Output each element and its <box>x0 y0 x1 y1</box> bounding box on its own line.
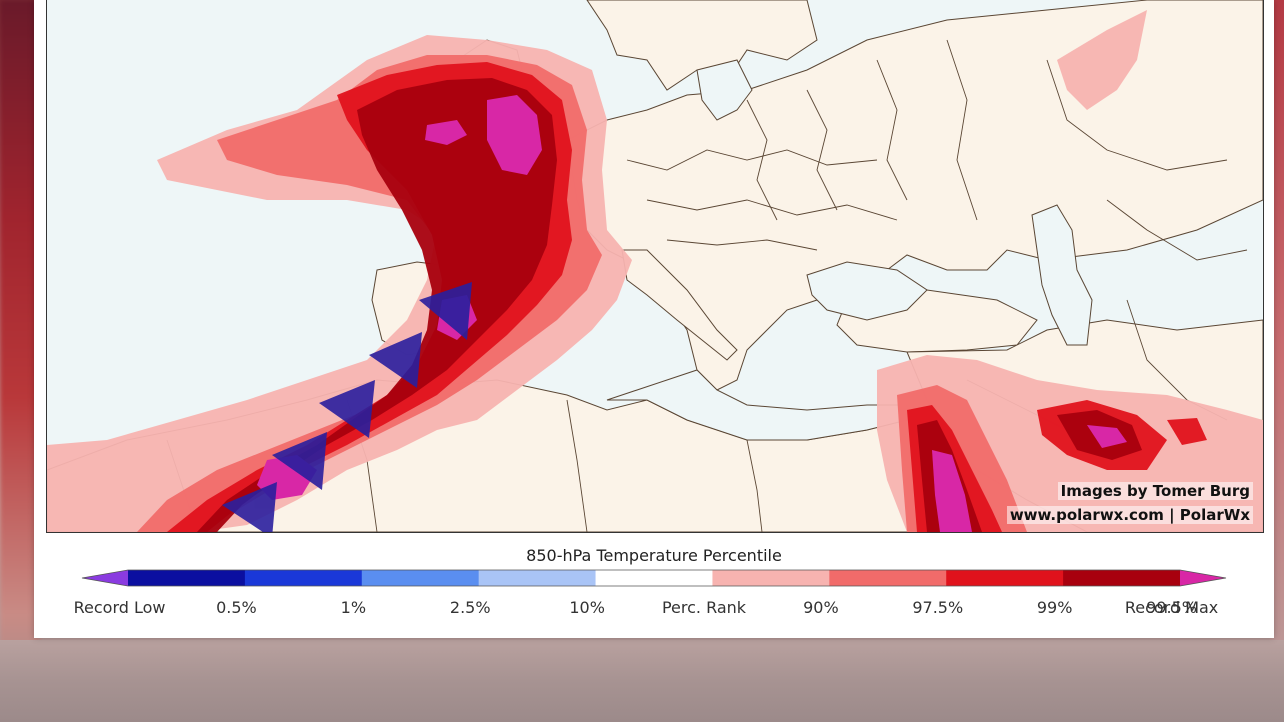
baltic-sea <box>696 59 753 121</box>
band-99-5 <box>197 78 557 532</box>
front-triangle-1 <box>419 282 472 340</box>
band-99-gulf <box>1167 418 1207 445</box>
map-frame: Images by Tomer Burg www.polarwx.com | P… <box>46 0 1264 533</box>
map-panel: Images by Tomer Burg www.polarwx.com | P… <box>34 0 1274 638</box>
colorbar-segment <box>1063 570 1181 586</box>
colorbar-label: 90% <box>803 598 839 617</box>
background-left-blur <box>0 0 40 722</box>
record-max-iran <box>1087 425 1127 448</box>
cold-front <box>222 282 472 532</box>
colorbar-segment-record-low <box>82 570 128 586</box>
record-max-arabia <box>932 450 972 532</box>
colorbar-segment <box>128 570 246 586</box>
front-triangle-3 <box>319 380 375 438</box>
band-90-northeast <box>1057 10 1147 110</box>
background-bottom-blur <box>0 640 1284 722</box>
colorbar-label: 2.5% <box>449 598 491 617</box>
colorbar-label: 97.5% <box>912 598 964 617</box>
front-triangle-2 <box>369 332 422 388</box>
front-triangle-4 <box>272 432 327 490</box>
colorbar-segment <box>712 570 830 586</box>
colorbar-title: 850-hPa Temperature Percentile <box>526 546 782 565</box>
colorbar-segment <box>946 570 1064 586</box>
caspian-sea <box>1031 204 1093 346</box>
colorbar-segment <box>244 570 363 586</box>
colorbar-labels: Record Low 0.5% 1% 2.5% 10% Perc. Rank 90% 97.5… <box>34 598 1274 622</box>
front-triangle-5 <box>222 482 277 532</box>
colorbar-segment <box>595 570 713 586</box>
colorbar-label: Record Low <box>73 598 166 617</box>
colorbar-outline <box>81 569 1227 587</box>
colorbar-label: 99.5% <box>1146 598 1197 617</box>
inland-seas <box>606 59 1093 441</box>
colorbar-label: 10% <box>569 598 605 617</box>
land-italy <box>621 249 738 361</box>
colorbar-label: 99% <box>1036 598 1073 617</box>
colorbar-label: 0.5% <box>216 598 257 617</box>
colorbar-segment <box>829 570 947 586</box>
colorbar-label: Perc. Rank <box>661 598 747 617</box>
colorbar-label: Record Max <box>1124 598 1219 617</box>
record-max-britain <box>487 95 542 175</box>
colorbar-segment <box>478 570 597 586</box>
temperature-percentile-map <box>47 0 1263 532</box>
colorbar-segment-record-max <box>1180 570 1226 586</box>
map-credit-author: Images by Tomer Burg <box>1057 482 1253 500</box>
map-credit-website: www.polarwx.com | PolarWx <box>1006 506 1253 524</box>
colorbar <box>81 569 1227 587</box>
record-max-france <box>425 120 467 145</box>
colorbar-segment <box>361 570 480 586</box>
colorbar-label: 1% <box>340 598 367 617</box>
black-sea <box>806 261 928 321</box>
